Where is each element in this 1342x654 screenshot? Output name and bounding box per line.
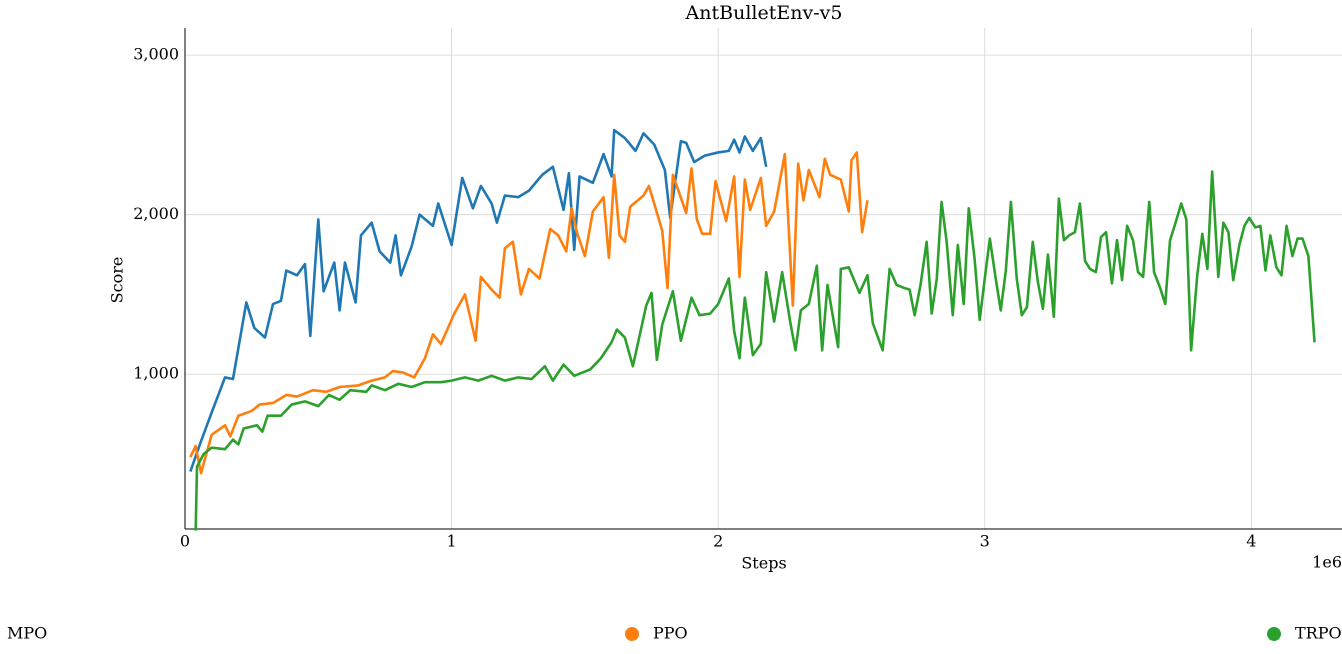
x-tick-label: 3 xyxy=(980,532,990,551)
x-tick-label: 2 xyxy=(713,532,723,551)
line-series xyxy=(194,170,1316,531)
y-tick-label: 3,000 xyxy=(133,45,179,64)
legend-label: PPO xyxy=(653,624,688,643)
y-tick-label: 2,000 xyxy=(133,204,179,223)
x-axis-label: Steps xyxy=(741,554,786,573)
legend-label: TRPO xyxy=(1295,624,1342,643)
legend-marker xyxy=(1267,627,1281,641)
x-tick-label: 4 xyxy=(1246,532,1256,551)
x-tick-label: 1 xyxy=(446,532,456,551)
line-series xyxy=(189,151,869,475)
line-series xyxy=(189,128,768,472)
chart-title: AntBulletEnv-v5 xyxy=(685,2,843,24)
legend-marker xyxy=(625,627,639,641)
y-axis-label: Score xyxy=(108,257,127,304)
legend-label: MPO xyxy=(7,624,47,643)
x-offset-label: 1e6 xyxy=(1312,553,1342,572)
y-tick-label: 1,000 xyxy=(133,364,179,383)
x-tick-label: 0 xyxy=(180,532,190,551)
